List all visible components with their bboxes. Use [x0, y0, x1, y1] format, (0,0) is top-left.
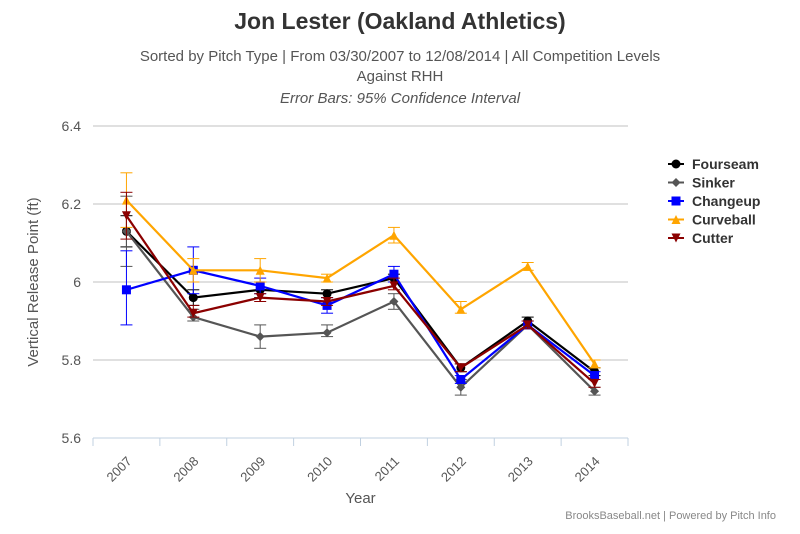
x-tick-label: 2012: [438, 454, 469, 485]
x-tick-label: 2008: [170, 454, 201, 485]
data-point-curveball: [188, 265, 198, 275]
series-fourseam: [120, 215, 601, 377]
legend-marker-sinker: [671, 178, 681, 187]
x-tick-label: 2007: [104, 454, 135, 485]
data-point-changeup: [456, 375, 466, 384]
data-point-sinker: [322, 328, 332, 338]
data-point-cutter: [389, 281, 399, 291]
data-point-cutter: [188, 308, 198, 318]
data-point-cutter: [121, 211, 131, 221]
data-point-cutter: [322, 297, 332, 306]
series-line-cutter: [125, 215, 596, 385]
y-tick-label: 5.6: [62, 430, 82, 446]
data-point-changeup: [255, 281, 265, 291]
x-tick-label: 2014: [572, 454, 603, 485]
data-point-sinker: [590, 386, 600, 396]
legend-label-changeup: Changeup: [692, 193, 760, 209]
data-point-curveball: [389, 230, 399, 240]
data-point-curveball: [255, 265, 265, 275]
data-point-cutter: [456, 363, 466, 373]
data-point-curveball: [456, 304, 466, 314]
series-line-changeup: [126, 269, 596, 382]
legend-marker-curveball: [671, 215, 681, 224]
series-cutter: [120, 191, 601, 388]
x-tick-label: 2010: [304, 454, 335, 485]
data-point-curveball: [322, 273, 332, 283]
data-point-changeup: [389, 269, 399, 279]
series-line-fourseam: [125, 230, 596, 373]
data-point-cutter: [590, 378, 600, 388]
series-curveball: [120, 172, 601, 369]
data-point-sinker: [389, 297, 399, 306]
chart-title: Jon Lester (Oakland Athletics): [234, 8, 566, 34]
legend-label-curveball: Curveball: [692, 212, 756, 228]
x-tick-label: 2009: [237, 454, 268, 485]
chart-subtitle-batter-hand: Against RHH: [356, 68, 444, 85]
x-tick-label: 2013: [505, 454, 536, 485]
chart-subtitle: Sorted by Pitch Type | From 03/30/2007 t…: [139, 48, 661, 65]
data-point-sinker: [255, 332, 265, 342]
data-point-curveball: [523, 261, 533, 271]
data-point-cutter: [523, 320, 533, 330]
legend-marker-fourseam: [671, 159, 681, 169]
legend-marker-changeup: [671, 196, 681, 206]
data-point-curveball: [590, 359, 600, 369]
chart-credit: BrooksBaseball.net | Powered by Pitch In…: [565, 510, 776, 522]
legend-label-sinker: Sinker: [692, 175, 735, 191]
data-point-changeup: [121, 285, 131, 295]
series-line-curveball: [125, 199, 596, 365]
data-point-fourseam: [188, 293, 198, 303]
y-axis-title: Vertical Release Point (ft): [25, 197, 42, 366]
y-tick-label: 6.4: [62, 118, 82, 134]
data-point-changeup: [590, 371, 600, 381]
legend-label-cutter: Cutter: [692, 230, 734, 246]
data-point-sinker: [456, 382, 466, 392]
series-line-sinker: [125, 230, 596, 392]
y-tick-label: 6: [73, 274, 81, 290]
y-tick-label: 6.2: [62, 196, 82, 212]
data-point-cutter: [255, 293, 265, 303]
chart-subtitle-error-bars: Error Bars: 95% Confidence Interval: [279, 90, 521, 107]
y-tick-label: 5.8: [62, 352, 82, 368]
x-axis-title: Year: [345, 490, 375, 507]
x-tick-label: 2011: [372, 454, 402, 484]
legend-label-fourseam: Fourseam: [692, 156, 759, 172]
data-point-fourseam: [322, 289, 332, 299]
legend-marker-cutter: [671, 233, 681, 243]
